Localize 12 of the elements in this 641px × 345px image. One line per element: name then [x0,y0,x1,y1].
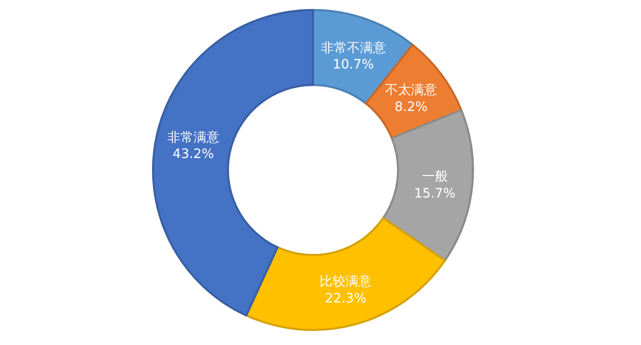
data-label: 8.2% [394,100,428,115]
slice-label: 非常满意 [167,130,220,146]
data-label: 22.3% [325,291,366,306]
slice-label: 比较满意 [320,274,372,290]
data-label: 43.2% [172,147,214,162]
data-label: 15.7% [414,186,456,202]
data-label: 10.7% [332,58,374,73]
slice-label: 不太满意 [385,83,438,98]
donut-slice [245,217,446,331]
slice-label: 非常不满意 [320,40,386,56]
donut-slice [152,9,314,316]
slice-label: 一般 [422,170,448,185]
